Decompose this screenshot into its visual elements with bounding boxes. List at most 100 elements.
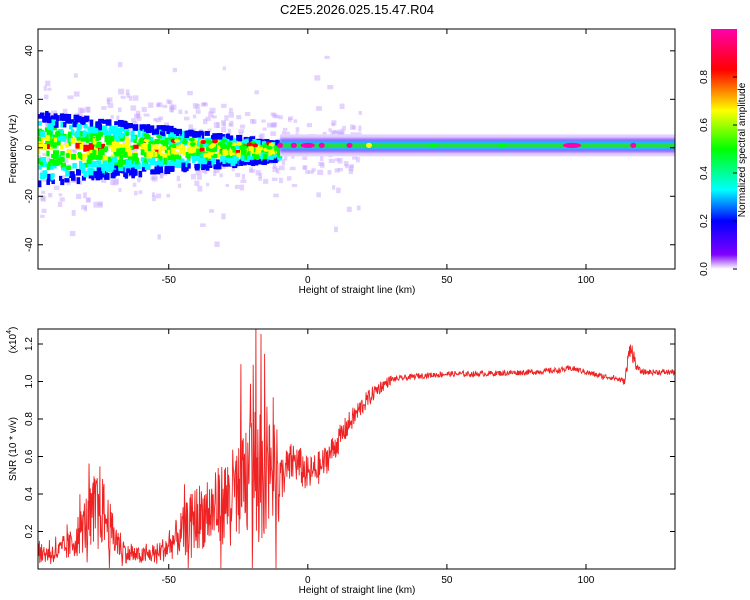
heatmap-speckle (38, 155, 42, 161)
heatmap-cell (76, 138, 80, 144)
heatmap-cell (76, 133, 81, 141)
heatmap-x-tick-label: 0 (305, 275, 311, 286)
snr-y-tick-label: 0.6 (24, 449, 35, 463)
heatmap-speckle (148, 102, 154, 108)
heatmap-cell (205, 146, 212, 151)
heatmap-cell (110, 163, 115, 169)
carrier-peak (499, 142, 506, 148)
transition-cell (221, 138, 228, 143)
transition-cell (205, 139, 212, 144)
heatmap-speckle (337, 167, 343, 172)
heatmap-cell (216, 133, 223, 138)
heatmap-speckle (201, 167, 206, 174)
heatmap-speckle (356, 205, 361, 211)
heatmap-cell (252, 153, 258, 160)
heatmap-cell (247, 155, 251, 161)
heatmap-cell (232, 139, 237, 145)
heatmap-speckle (228, 112, 234, 118)
heatmap-cell (72, 163, 77, 169)
heatmap-cell (67, 113, 72, 119)
heatmap-speckle (63, 140, 68, 146)
heatmap-speckle (270, 112, 276, 117)
heatmap-cell (68, 131, 72, 138)
heatmap-cell (110, 167, 115, 175)
heatmap-cell (102, 160, 108, 168)
heatmap-speckle (279, 177, 283, 184)
heatmap-cell (139, 124, 145, 132)
heatmap-speckle (57, 201, 63, 208)
transition-cell (212, 139, 219, 144)
heatmap-speckle (136, 116, 142, 121)
heatmap-speckle (258, 134, 263, 141)
heatmap-cell (111, 128, 116, 135)
heatmap-cell (166, 155, 172, 161)
snr-y-tick-label: 1.2 (24, 337, 35, 351)
heatmap-speckle (134, 113, 140, 119)
heatmap-cell (64, 143, 69, 148)
heatmap-cell (205, 164, 210, 171)
heatmap-speckle (209, 107, 216, 114)
transition-cell (144, 135, 151, 140)
heatmap-cell (105, 119, 112, 126)
heatmap-cell (218, 137, 222, 145)
heatmap-cell (273, 153, 279, 158)
heatmap-cell (240, 154, 245, 160)
heatmap-cell (154, 144, 159, 149)
heatmap-speckle (358, 111, 363, 115)
heatmap-cell (127, 156, 134, 162)
heatmap-cell (38, 136, 42, 142)
heatmap-cell (58, 130, 64, 138)
heatmap-speckle (336, 187, 341, 194)
heatmap-cell (193, 146, 199, 153)
heatmap-speckle (293, 119, 298, 123)
heatmap-cell (157, 152, 164, 159)
heatmap-cell (204, 130, 210, 136)
heatmap-speckle (202, 102, 208, 107)
heatmap-speckle (194, 180, 200, 186)
heatmap-speckle (302, 156, 308, 160)
transition-cell (226, 141, 233, 146)
heatmap-cell (274, 144, 279, 152)
heatmap-cell (98, 148, 105, 156)
heatmap-cell (43, 171, 48, 179)
heatmap-speckle (219, 173, 223, 178)
heatmap-cell (162, 152, 168, 159)
heatmap-cell (163, 157, 167, 165)
heatmap-speckle (178, 109, 183, 115)
heatmap-cell (258, 139, 264, 146)
heatmap-cell (97, 150, 101, 156)
heatmap-speckle (241, 173, 246, 180)
heatmap-cell (71, 173, 76, 181)
heatmap-cell (48, 126, 54, 133)
heatmap-speckle (53, 185, 60, 191)
heatmap-cell (66, 153, 70, 158)
heatmap-cell (85, 138, 90, 143)
heatmap-speckle (255, 170, 261, 176)
heatmap-cell (226, 145, 230, 151)
transition-cell (200, 139, 207, 144)
heatmap-cell (156, 125, 163, 130)
heatmap-cell (53, 113, 58, 120)
heatmap-speckle (177, 183, 182, 188)
heatmap-cell (84, 145, 90, 151)
heatmap-cell (201, 163, 205, 171)
heatmap-cell (222, 148, 227, 156)
heatmap-cell (80, 118, 85, 125)
heatmap-cell (104, 172, 110, 180)
heatmap-cell (233, 138, 239, 145)
heatmap-cell (159, 136, 165, 142)
heatmap-cell (239, 149, 243, 156)
heatmap-cell (70, 137, 76, 144)
heatmap-y-tick-label: -20 (24, 189, 35, 204)
snr-x-tick-label: 0 (305, 575, 311, 586)
heatmap-cell (251, 160, 256, 167)
heatmap-panel: -50 0 50 100 -40 -20 0 20 40 Height of straight… (8, 28, 676, 296)
heatmap-speckle (249, 169, 255, 173)
heatmap-speckle (328, 128, 332, 132)
heatmap-speckle (284, 155, 288, 161)
heatmap-cell (269, 158, 275, 163)
heatmap-cell (111, 156, 118, 163)
heatmap-cell (167, 132, 173, 138)
heatmap-speckle (131, 118, 136, 123)
heatmap-cell (60, 179, 65, 186)
